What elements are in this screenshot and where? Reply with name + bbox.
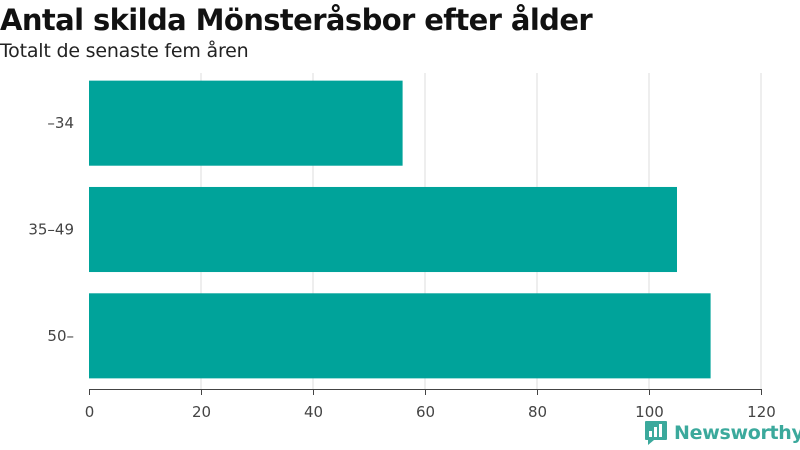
category-label: –34 <box>47 114 74 132</box>
x-tick-label: 20 <box>192 403 211 421</box>
x-axis: 0 20 40 60 80 100 120 <box>85 389 776 421</box>
x-tick-label: 80 <box>528 403 547 421</box>
bar <box>89 186 677 273</box>
x-tick-label: 60 <box>416 403 435 421</box>
chart-title: Antal skilda Mönsteråsbor efter ålder <box>0 3 593 37</box>
chart-subtitle: Totalt de senaste fem åren <box>0 40 249 62</box>
brand-name: Newsworthy <box>674 422 800 444</box>
category-label: 50– <box>47 327 74 345</box>
y-axis-labels: –34 35–49 50– <box>28 114 74 345</box>
bars <box>89 80 711 379</box>
x-tick-label: 100 <box>635 403 664 421</box>
newsworthy-brand: Newsworthy <box>644 418 800 448</box>
x-tick-label: 120 <box>747 403 776 421</box>
x-tick-label: 40 <box>304 403 323 421</box>
bar <box>89 80 403 166</box>
category-label: 35–49 <box>28 221 74 239</box>
x-tick-label: 0 <box>85 403 95 421</box>
newsworthy-bar-chart-logo-icon <box>645 421 667 445</box>
bar <box>89 293 711 379</box>
